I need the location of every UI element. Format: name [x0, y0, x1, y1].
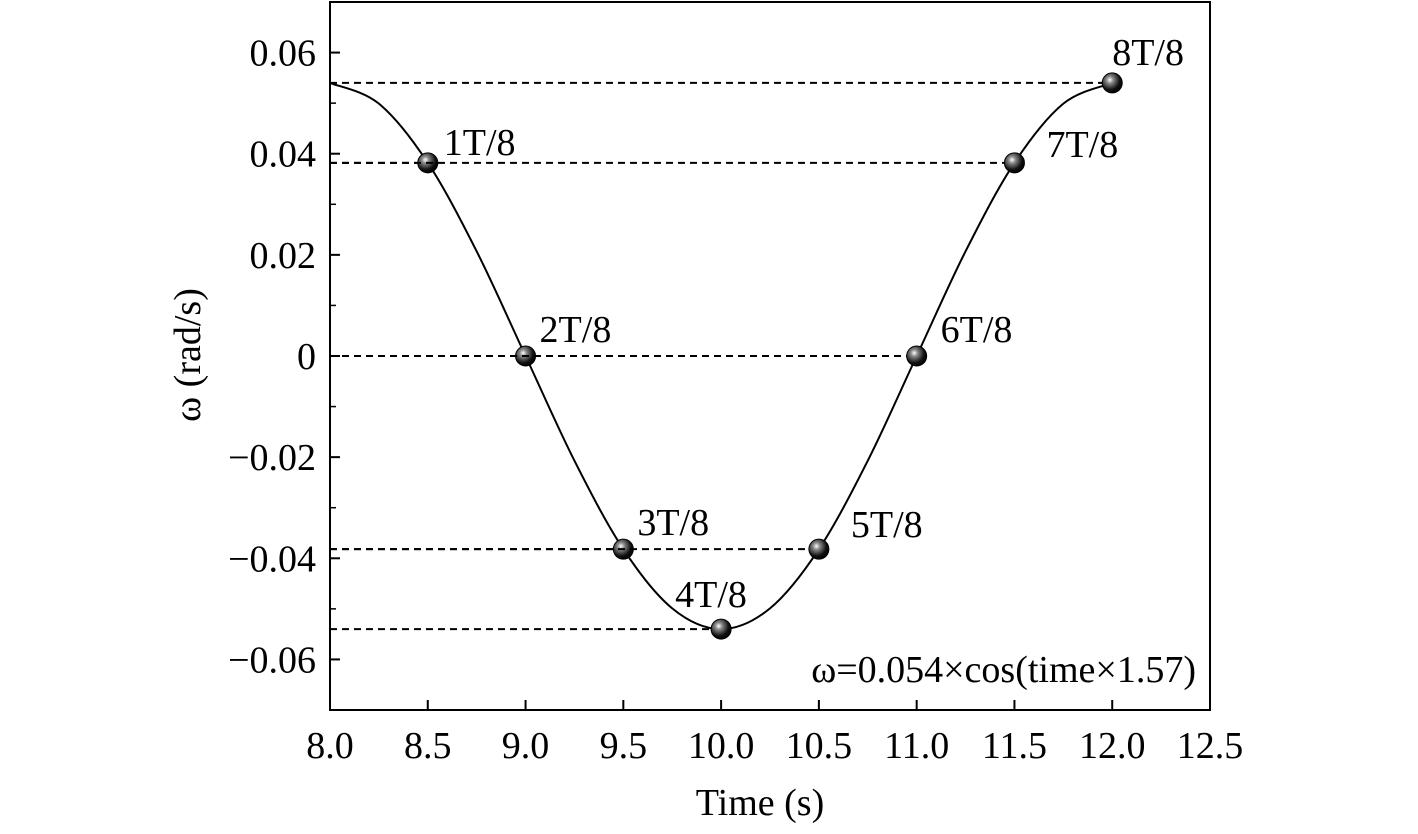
marker [808, 538, 830, 560]
y-tick-label: 0 [297, 336, 316, 378]
x-tick-label: 12.5 [1177, 725, 1244, 767]
y-tick-label: 0.06 [250, 33, 317, 75]
point-label: 1T/8 [444, 122, 516, 164]
y-tick-label: 0.02 [250, 235, 317, 277]
x-tick-label: 8.0 [306, 725, 354, 767]
point-label: 5T/8 [851, 504, 923, 546]
x-tick-label: 11.0 [884, 725, 949, 767]
marker [1101, 72, 1123, 94]
y-tick-label: −0.02 [228, 437, 316, 479]
marker [906, 345, 928, 367]
x-axis-label: Time (s) [696, 782, 824, 824]
x-tick-label: 9.5 [600, 725, 648, 767]
curve [329, 81, 1113, 631]
point-label: 7T/8 [1046, 124, 1118, 166]
x-tick-label: 10.5 [786, 725, 853, 767]
point-label: 4T/8 [675, 574, 747, 616]
y-tick-label: 0.04 [250, 134, 317, 176]
marker [1003, 152, 1025, 174]
x-tick-label: 12.0 [1079, 725, 1146, 767]
y-tick-label: −0.06 [228, 639, 316, 681]
y-tick-label: −0.04 [228, 538, 316, 580]
x-tick-label: 10.0 [688, 725, 755, 767]
point-label: 3T/8 [637, 502, 709, 544]
point-label: 6T/8 [941, 309, 1013, 351]
point-label: 2T/8 [540, 309, 612, 351]
y-axis-label: ω (rad/s) [167, 288, 209, 422]
point-label: 8T/8 [1112, 32, 1184, 74]
marker [710, 618, 732, 640]
annotation: ω=0.054×cos(time×1.57) [811, 649, 1196, 691]
x-tick-label: 9.0 [502, 725, 550, 767]
x-tick-label: 11.5 [982, 725, 1047, 767]
x-tick-label: 8.5 [404, 725, 452, 767]
